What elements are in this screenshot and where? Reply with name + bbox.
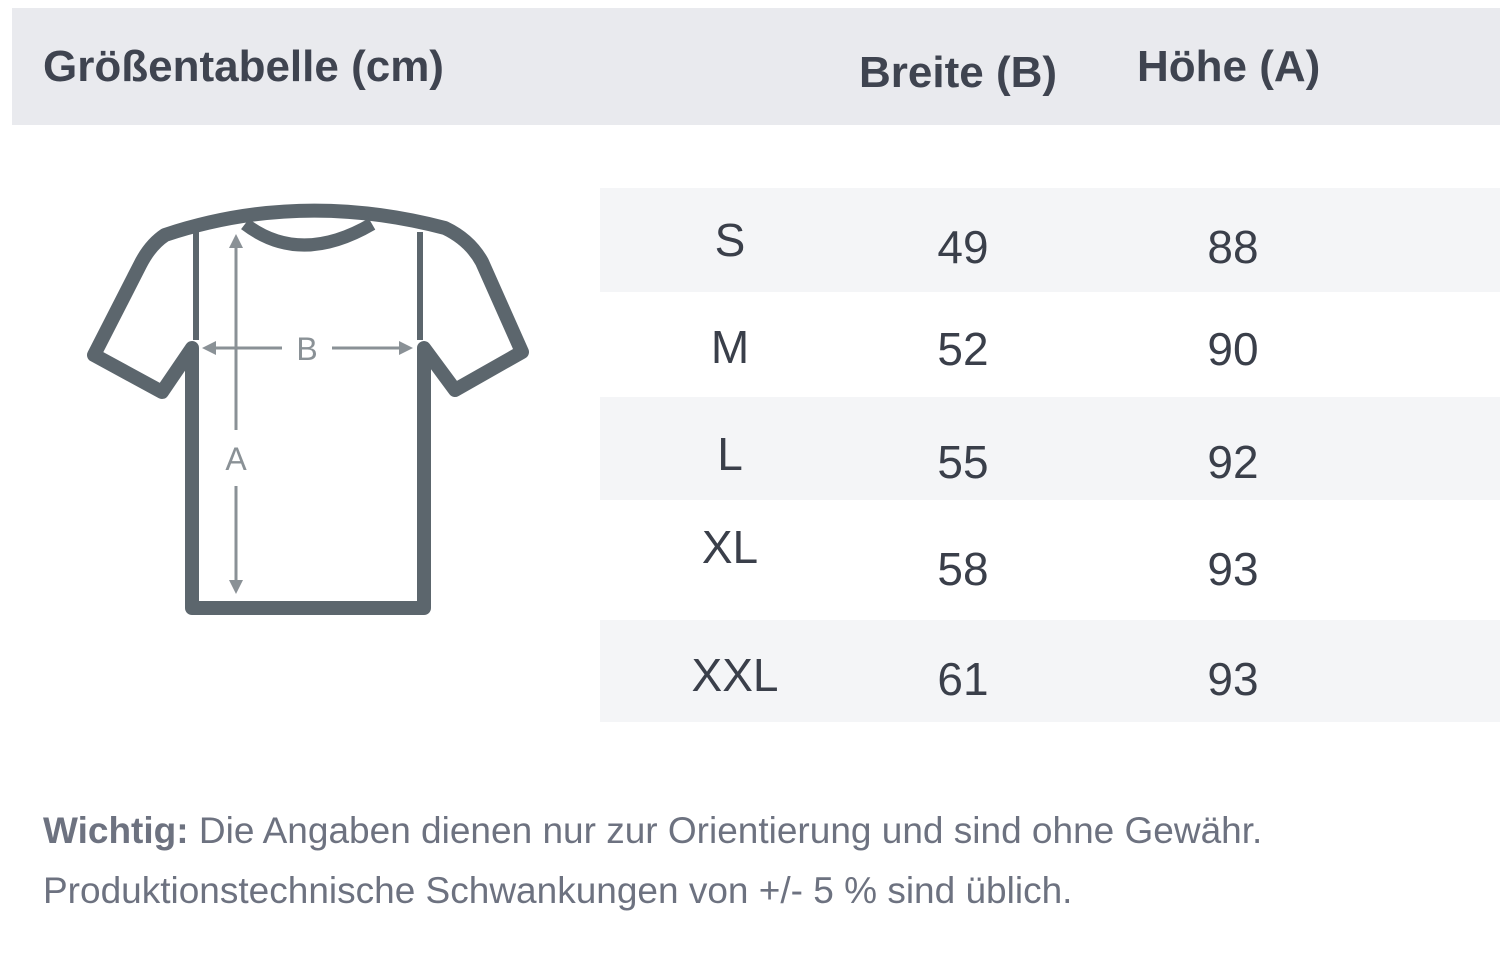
width-cell: 49: [937, 221, 989, 273]
disclaimer-line-2: Produktionstechnische Schwankungen von +…: [43, 870, 1073, 911]
table-row: XL 58 93: [600, 500, 1500, 620]
width-arrow: [202, 341, 413, 355]
width-cell: 58: [937, 543, 989, 595]
table-row: L 55 92: [600, 397, 1500, 500]
width-cell: 61: [937, 653, 989, 705]
height-cell: 93: [1207, 653, 1259, 705]
page-title: Größentabelle (cm): [43, 42, 444, 91]
column-header-height: Höhe (A): [1137, 42, 1321, 91]
table-row: M 52 90: [600, 292, 1500, 397]
table-row: XXL 61 93: [600, 620, 1500, 722]
height-cell: 93: [1207, 543, 1259, 595]
height-label: A: [225, 441, 247, 477]
width-cell: 52: [937, 323, 989, 375]
tshirt-icon: B A: [87, 203, 529, 615]
size-cell: XL: [701, 521, 759, 573]
size-cell: S: [714, 214, 746, 266]
disclaimer-label: Wichtig:: [43, 810, 189, 851]
size-cell: XXL: [691, 649, 779, 701]
width-cell: 55: [937, 436, 989, 488]
width-label: B: [296, 331, 317, 367]
height-cell: 88: [1207, 221, 1259, 273]
height-cell: 90: [1207, 323, 1259, 375]
height-arrow: [229, 234, 243, 594]
table-header: Größentabelle (cm) Breite (B) Höhe (A): [12, 8, 1500, 125]
disclaimer-text: Die Angaben dienen nur zur Orientierung …: [188, 810, 1263, 851]
column-header-width: Breite (B): [859, 48, 1058, 97]
size-cell: L: [717, 428, 743, 480]
height-cell: 92: [1207, 436, 1259, 488]
disclaimer-line-1: Wichtig: Die Angaben dienen nur zur Orie…: [43, 810, 1262, 852]
size-cell: M: [710, 321, 750, 373]
table-row: S 49 88: [600, 188, 1500, 292]
